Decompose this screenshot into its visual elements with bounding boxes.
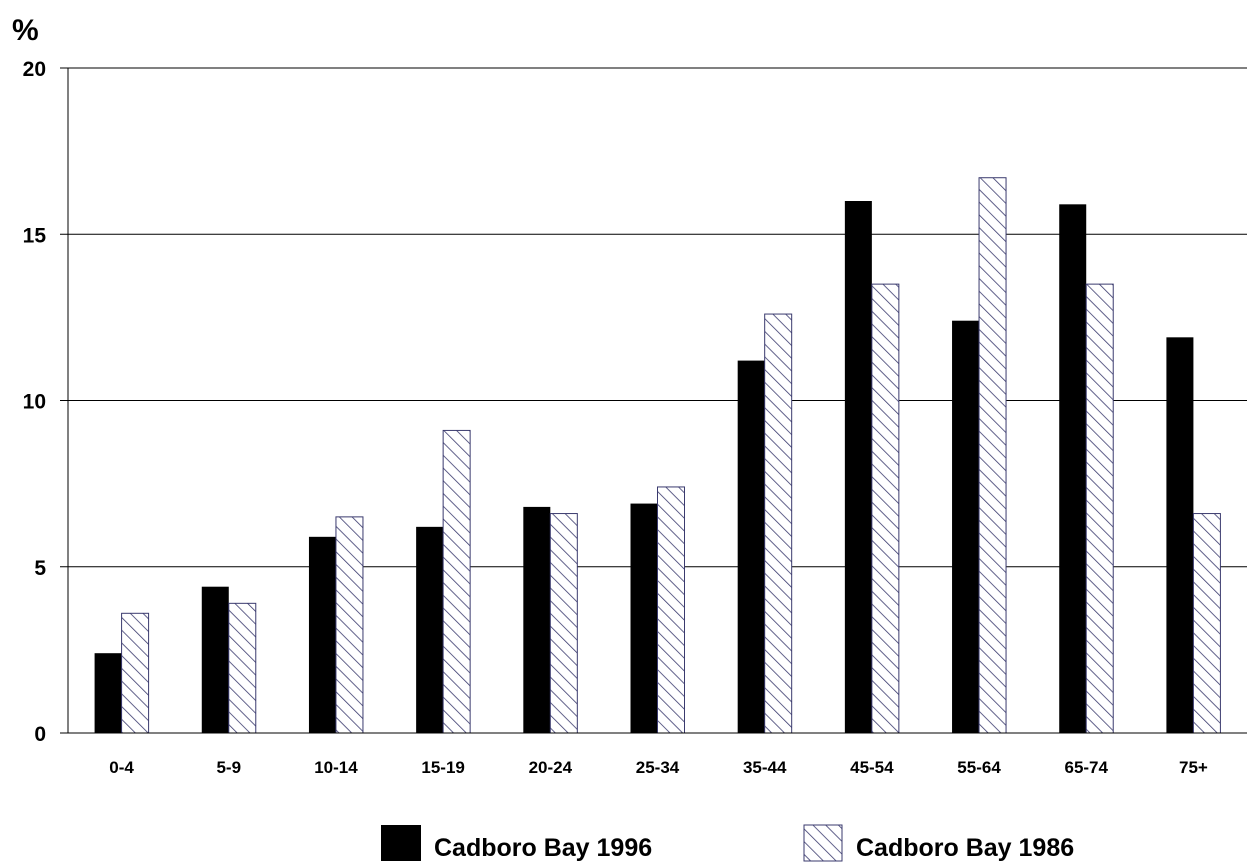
bar-1986-75+: [1192, 513, 1221, 734]
y-unit-label: %: [12, 14, 39, 47]
bar-1996-5-9: [201, 586, 229, 733]
x-axis-ticks: 0-4 5-9 10-14 15-19 20-24 25-34 35-44 45-54 55-6…: [109, 758, 1208, 777]
bar-1996-55-64: [952, 320, 980, 733]
bar-1986-25-34: [657, 486, 685, 734]
bar-1996-65-74: [1059, 204, 1087, 733]
x-tick-label: 20-24: [529, 758, 573, 777]
bar-1996-0-4: [94, 653, 122, 733]
x-tick-label: 75+: [1179, 758, 1208, 777]
bar-1986-5-9: [228, 602, 257, 734]
bar-1996-15-19: [416, 526, 444, 733]
x-tick-label: 55-64: [957, 758, 1001, 777]
legend: Cadboro Bay 1996 Cadboro Bay 1986: [381, 824, 1074, 862]
x-tick-label: 15-19: [421, 758, 464, 777]
x-tick-label: 45-54: [850, 758, 894, 777]
x-tick-label: 10-14: [314, 758, 358, 777]
x-tick-label: 5-9: [216, 758, 241, 777]
bar-1996-25-34: [630, 503, 658, 733]
bar-1986-55-64: [978, 177, 1007, 734]
legend-label-1986: Cadboro Bay 1986: [856, 834, 1074, 862]
legend-swatch-1986: [803, 824, 843, 862]
x-tick-label: 25-34: [636, 758, 680, 777]
x-tick-label: 0-4: [109, 758, 134, 777]
bar-1996-20-24: [523, 506, 551, 733]
bar-1986-65-74: [1085, 283, 1114, 734]
bar-1996-75+: [1166, 337, 1194, 733]
y-tick-label: 10: [23, 391, 46, 414]
y-tick-label: 0: [34, 723, 46, 746]
legend-swatch-1996: [381, 825, 421, 861]
bar-1986-35-44: [764, 313, 793, 734]
bar-1986-20-24: [549, 513, 578, 734]
y-tick-label: 20: [23, 58, 46, 81]
bar-1986-15-19: [442, 429, 471, 734]
x-tick-label: 65-74: [1064, 758, 1108, 777]
y-tick-label: 15: [23, 224, 47, 247]
bar-1986-10-14: [335, 516, 364, 734]
bars: [94, 177, 1221, 734]
y-tick-label: 5: [34, 557, 46, 580]
bar-1986-45-54: [871, 283, 900, 734]
bar-1996-35-44: [737, 360, 765, 733]
bar-1986-0-4: [121, 612, 150, 734]
y-axis-ticks: 0 5 10 15 20: [23, 58, 47, 746]
bar-1996-10-14: [308, 536, 336, 733]
x-tick-label: 35-44: [743, 758, 787, 777]
bar-1996-45-54: [844, 201, 872, 733]
legend-label-1996: Cadboro Bay 1996: [434, 834, 652, 862]
